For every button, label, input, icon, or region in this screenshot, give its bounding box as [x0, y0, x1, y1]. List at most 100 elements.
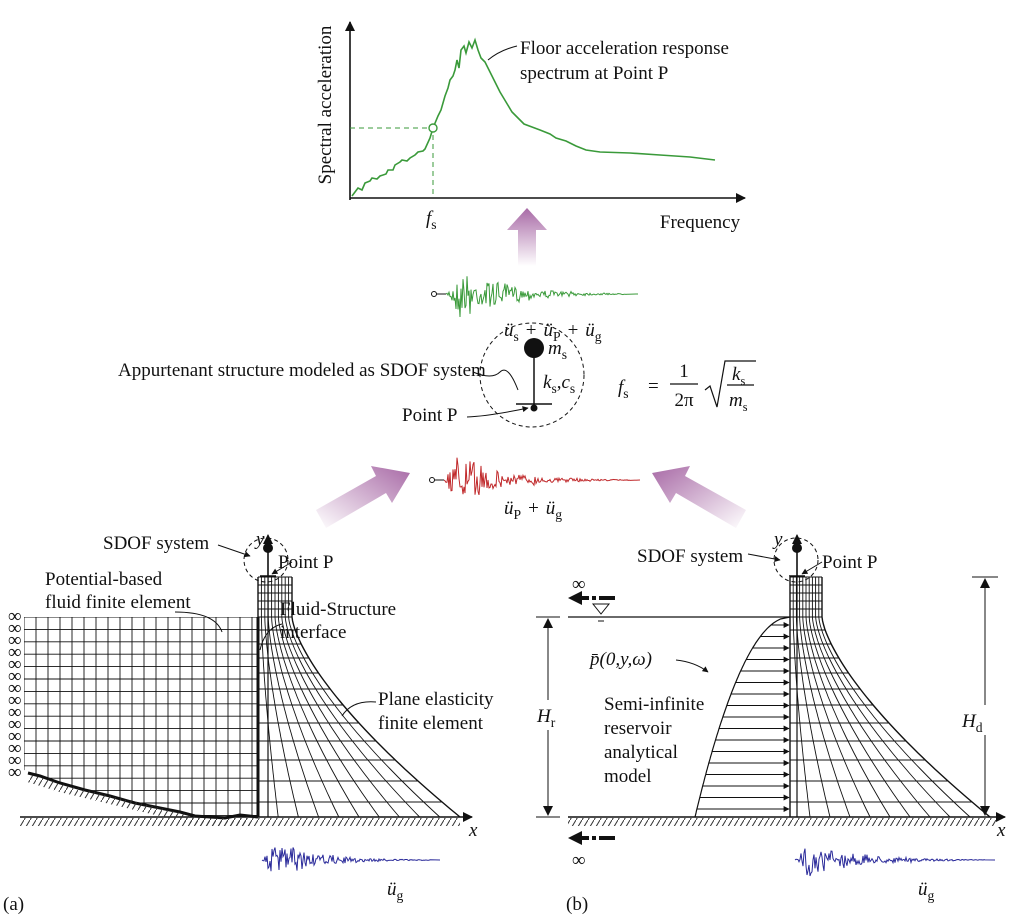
leader [271, 561, 293, 575]
pressure-curve [694, 616, 791, 818]
signal [794, 848, 996, 877]
math-label: ks​ [732, 364, 745, 388]
label: y [772, 529, 783, 550]
label: Floor acceleration response [520, 38, 729, 59]
label: p̄(0,y,ω) [588, 649, 652, 670]
math-label: ks​,cs​ [543, 372, 575, 396]
label: ∞ [8, 630, 22, 651]
math-label: Hd​ [961, 711, 983, 735]
label: ∞ [572, 574, 586, 595]
label: Fluid-Structure [280, 599, 396, 620]
signal [445, 276, 639, 318]
subscript: g [397, 888, 404, 903]
subscript: s [623, 386, 628, 401]
symbol: f [618, 377, 626, 398]
math-label: üP​+üg​ [504, 498, 562, 522]
signals [261, 276, 996, 877]
math-label: üs​+üP​+üg​ [504, 320, 602, 344]
math-label: fs​ [618, 377, 629, 401]
label: analytical [604, 742, 678, 763]
label: Point P [278, 552, 333, 573]
subscript: g [928, 888, 935, 903]
symbol: k [732, 364, 741, 385]
leader [675, 659, 709, 673]
symbol: m [548, 338, 562, 359]
math-label: ms​ [729, 390, 748, 414]
label: SDOF system [103, 533, 209, 554]
sqrt-sign [704, 360, 756, 408]
math-label: üg​ [387, 879, 404, 903]
label: ∞ [8, 750, 22, 771]
label: Potential-based [45, 569, 163, 590]
math-label: ms​ [548, 338, 567, 362]
arrow-head [568, 831, 582, 845]
label: Point P [402, 405, 457, 426]
label: ∞ [8, 678, 22, 699]
leader [472, 369, 519, 391]
label: (a) [3, 894, 24, 915]
label: ∞ [8, 714, 22, 735]
label: ∞ [8, 654, 22, 675]
label: Spectral acceleration [315, 25, 336, 184]
subscript: r [551, 715, 556, 730]
subscript: s [431, 217, 436, 232]
label: ∞ [8, 642, 22, 663]
label: ∞ [572, 850, 586, 871]
subscript: s [740, 374, 745, 388]
fluid-mesh [24, 617, 258, 818]
subscript: s [562, 347, 567, 362]
dam-mesh [789, 576, 991, 818]
water-symbol [591, 603, 611, 622]
sdof-zoom [243, 537, 289, 583]
leader [487, 45, 518, 61]
leader [801, 561, 823, 575]
label: Plane elasticity [378, 689, 494, 710]
label: interface [280, 622, 346, 643]
leader [341, 701, 377, 717]
subscript: d [976, 720, 983, 735]
bottom-hatch [26, 774, 250, 826]
subscript: s [514, 329, 519, 344]
label: y [254, 529, 265, 550]
subscript: s [570, 381, 575, 396]
label: ∞ [8, 702, 22, 723]
flow-arrow [507, 208, 547, 266]
operator: + [528, 498, 539, 519]
subscript: s [743, 400, 748, 414]
label: ∞ [8, 666, 22, 687]
leader [466, 406, 529, 418]
label: Point P [822, 552, 877, 573]
leader [174, 611, 223, 633]
label: ∞ [8, 618, 22, 639]
label: Semi-infinite [604, 694, 704, 715]
operator: + [526, 320, 537, 341]
label: SDOF system [637, 546, 743, 567]
ground-hatch [568, 818, 998, 826]
label: ∞ [8, 690, 22, 711]
symbol: H [961, 711, 977, 732]
label: fluid finite element [45, 592, 191, 613]
subscript: P [553, 329, 561, 344]
symbol: m [729, 390, 743, 411]
signal [261, 847, 441, 872]
arrow-head [568, 591, 582, 605]
label: model [604, 766, 652, 787]
label: 1 [679, 361, 689, 382]
symbol: f [426, 208, 434, 229]
math-label: üg​ [918, 879, 935, 903]
label: ∞ [8, 762, 22, 783]
symbol: ü [504, 320, 514, 341]
symbol: ü [387, 879, 397, 900]
label: ∞ [8, 738, 22, 759]
label: ∞ [8, 726, 22, 747]
pressure-distribution [694, 616, 791, 818]
label: 2π [674, 390, 694, 411]
symbol: ü [504, 498, 514, 519]
sdof-zoom [773, 537, 819, 583]
mass [263, 543, 273, 553]
math-label: Hr​ [536, 706, 556, 730]
subscript: g [595, 329, 602, 344]
symbol: ü [546, 498, 556, 519]
spectrum-curve [351, 37, 716, 197]
